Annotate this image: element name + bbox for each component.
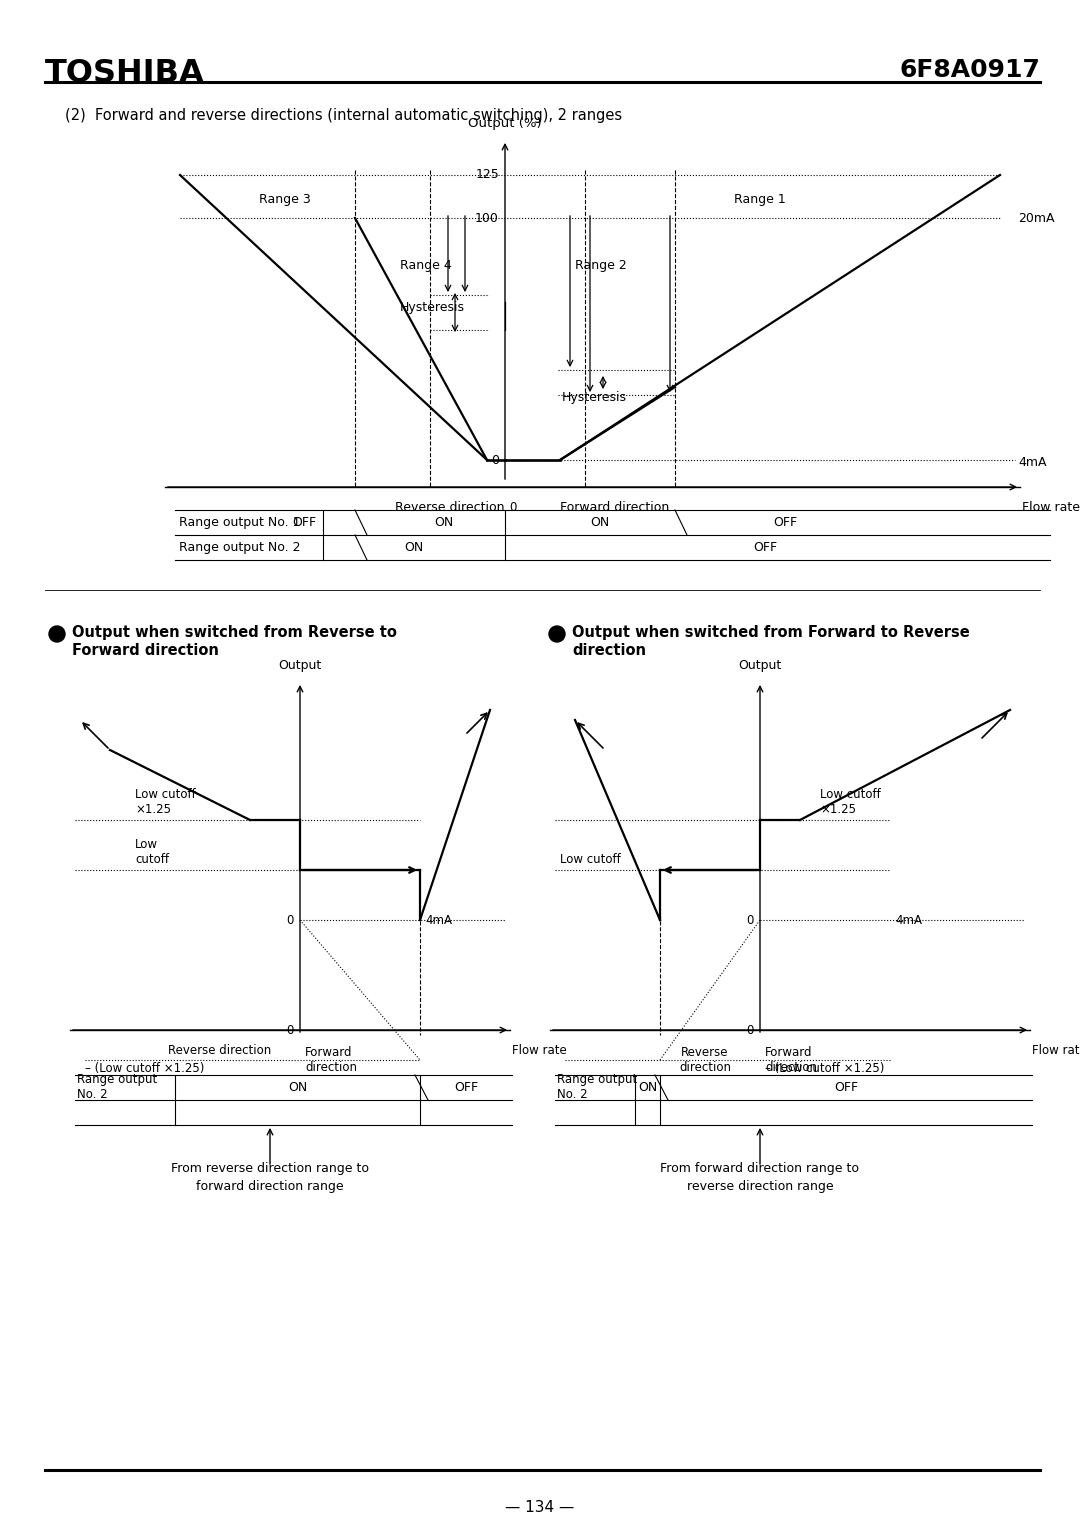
Text: 6F8A0917: 6F8A0917 (900, 58, 1040, 82)
Text: Range output No. 2: Range output No. 2 (179, 541, 300, 554)
Text: Hysteresis: Hysteresis (400, 301, 465, 315)
Text: Flow rate: Flow rate (1032, 1044, 1080, 1057)
Text: 20mA: 20mA (1018, 212, 1054, 224)
Text: Low
cutoff: Low cutoff (135, 838, 168, 866)
Text: ON: ON (638, 1081, 657, 1093)
Text: Range 2: Range 2 (575, 258, 626, 272)
Text: Range 1: Range 1 (734, 194, 786, 206)
Text: Output (%): Output (%) (469, 118, 542, 130)
Text: Output: Output (279, 660, 322, 672)
Text: From forward direction range to: From forward direction range to (661, 1162, 860, 1174)
Text: Forward
direction: Forward direction (305, 1046, 357, 1073)
Text: 4mA: 4mA (426, 913, 453, 927)
Circle shape (49, 626, 65, 641)
Text: 0: 0 (746, 913, 754, 927)
Text: Forward
direction: Forward direction (765, 1046, 816, 1073)
Text: – (Low cutoff ×1.25): – (Low cutoff ×1.25) (85, 1061, 204, 1075)
Text: (2)  Forward and reverse directions (internal automatic switching), 2 ranges: (2) Forward and reverse directions (inte… (65, 108, 622, 124)
Text: OFF: OFF (753, 541, 778, 554)
Text: reverse direction range: reverse direction range (687, 1180, 834, 1193)
Text: 0: 0 (746, 1023, 754, 1037)
Text: Reverse direction: Reverse direction (168, 1044, 272, 1057)
Text: — 134 —: — 134 — (505, 1500, 575, 1515)
Text: Reverse
direction: Reverse direction (679, 1046, 731, 1073)
Text: Forward direction: Forward direction (72, 643, 219, 658)
Text: Forward direction: Forward direction (561, 501, 670, 515)
Text: Output when switched from Reverse to: Output when switched from Reverse to (72, 625, 396, 640)
Text: 4mA: 4mA (1018, 455, 1047, 469)
Text: Low cutoff
×1.25: Low cutoff ×1.25 (820, 788, 881, 815)
Text: Range output
No. 2: Range output No. 2 (77, 1073, 158, 1101)
Text: OFF: OFF (454, 1081, 478, 1093)
Text: – (Low cutoff ×1.25): – (Low cutoff ×1.25) (765, 1061, 885, 1075)
Text: OFF: OFF (834, 1081, 859, 1093)
Text: Range 4: Range 4 (400, 258, 451, 272)
Text: Reverse direction: Reverse direction (395, 501, 504, 515)
Text: OFF: OFF (773, 516, 797, 528)
Text: Flow rate: Flow rate (1022, 501, 1080, 515)
Text: ON: ON (591, 516, 609, 528)
Text: Low cutoff: Low cutoff (561, 854, 621, 866)
Text: direction: direction (572, 643, 646, 658)
Text: Output: Output (739, 660, 782, 672)
Text: Range 3: Range 3 (259, 194, 311, 206)
Text: Hysteresis: Hysteresis (562, 391, 627, 403)
Text: ON: ON (434, 516, 454, 528)
Circle shape (549, 626, 565, 641)
Text: Flow rate: Flow rate (512, 1044, 567, 1057)
Text: 0: 0 (509, 501, 516, 515)
Text: ON: ON (288, 1081, 307, 1093)
Text: 4mA: 4mA (895, 913, 922, 927)
Text: 0: 0 (286, 1023, 294, 1037)
Text: TOSHIBA: TOSHIBA (45, 58, 205, 89)
Text: Range output No. 1: Range output No. 1 (179, 516, 300, 528)
Text: Range output
No. 2: Range output No. 2 (557, 1073, 637, 1101)
Text: From reverse direction range to: From reverse direction range to (171, 1162, 369, 1174)
Text: 125: 125 (475, 168, 499, 182)
Text: forward direction range: forward direction range (197, 1180, 343, 1193)
Text: Low cutoff
×1.25: Low cutoff ×1.25 (135, 788, 195, 815)
Text: ON: ON (404, 541, 423, 554)
Text: 0: 0 (286, 913, 294, 927)
Text: 0: 0 (491, 454, 499, 467)
Text: OFF: OFF (293, 516, 316, 528)
Text: 100: 100 (475, 212, 499, 224)
Text: Output when switched from Forward to Reverse: Output when switched from Forward to Rev… (572, 625, 970, 640)
